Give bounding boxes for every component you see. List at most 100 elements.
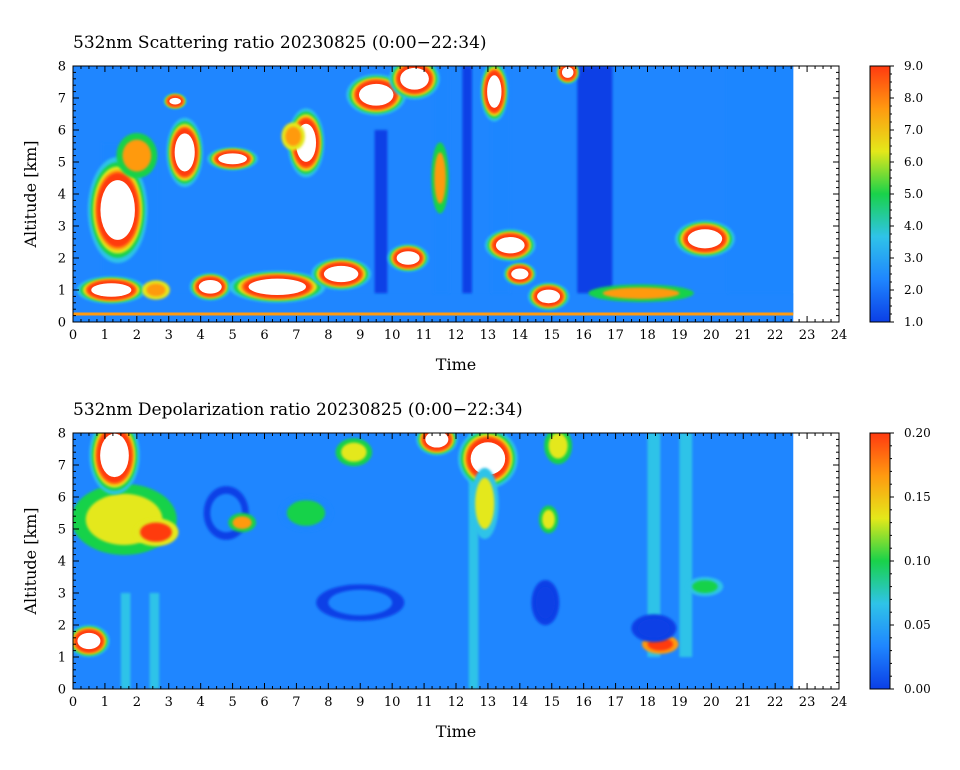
- y-tick-label: 3: [58, 587, 66, 602]
- panel-1-x-label: Time: [436, 355, 476, 374]
- colorbar-tick-label: 5.0: [904, 187, 923, 201]
- y-tick-label: 1: [58, 284, 66, 299]
- x-tick-label: 5: [228, 695, 236, 710]
- x-tick-label: 20: [703, 328, 720, 343]
- heatmap-column-2: [374, 130, 388, 294]
- y-tick-label: 7: [58, 92, 66, 107]
- y-tick-label: 8: [58, 427, 66, 442]
- heatmap-feature-1: [140, 522, 172, 542]
- panel-1-colorbar: 1.0 2.0 3.0 4.0 5.0 6.0 7.0 8.0 9.0: [869, 59, 923, 329]
- x-tick-label: 19: [671, 695, 688, 710]
- colorbar-tick-label: 0.05: [904, 618, 931, 632]
- heatmap-feature-11: [400, 67, 429, 90]
- x-tick-label: 7: [292, 328, 300, 343]
- y-tick-label: 2: [58, 619, 66, 634]
- x-tick-label: 18: [639, 328, 656, 343]
- heatmap-feature-3: [77, 632, 101, 650]
- panel-2-heatmap: [73, 433, 794, 689]
- x-tick-label: 13: [480, 328, 497, 343]
- panel-1-heatmap: [73, 66, 794, 322]
- x-tick-label: 2: [133, 328, 141, 343]
- colorbar-tick-label: 0.10: [904, 554, 931, 568]
- x-tick-label: 3: [165, 328, 173, 343]
- x-tick-label: 24: [831, 695, 848, 710]
- x-tick-label: 0: [69, 328, 77, 343]
- colorbar-tick-label: 2.0: [904, 283, 923, 297]
- heatmap-feature-7: [248, 278, 306, 295]
- heatmap-feature-3: [91, 283, 132, 297]
- heatmap-feature-17: [548, 433, 568, 459]
- heatmap-feature-6: [218, 153, 247, 165]
- x-tick-label: 16: [575, 328, 592, 343]
- y-tick-label: 5: [58, 156, 66, 171]
- x-tick-label: 23: [799, 328, 816, 343]
- heatmap-feature-10: [475, 477, 495, 529]
- heatmap-feature-14: [637, 618, 670, 638]
- panel-2-colorbar: 0.00 0.05 0.10 0.15 0.20: [869, 426, 931, 696]
- panel-1-y-axis: 0 1 2 3 4 5 6 7 8: [58, 60, 839, 331]
- heatmap-feature-13: [487, 75, 502, 108]
- y-tick-label: 4: [58, 188, 66, 203]
- heatmap-column-1: [647, 433, 661, 657]
- heatmap-feature-5: [232, 516, 252, 529]
- x-tick-label: 13: [480, 695, 497, 710]
- x-tick-label: 17: [607, 328, 624, 343]
- heatmap-column-4: [727, 66, 794, 294]
- y-tick-label: 0: [58, 683, 66, 698]
- heatmap-feature-22: [561, 66, 574, 78]
- x-tick-label: 24: [831, 328, 848, 343]
- heatmap-feature-8: [425, 433, 449, 448]
- x-tick-label: 9: [356, 328, 364, 343]
- heatmap-column-4: [149, 593, 160, 689]
- heatmap-feature-17: [602, 287, 680, 299]
- x-tick-label: 2: [133, 695, 141, 710]
- y-tick-label: 2: [58, 252, 66, 267]
- heatmap-feature-16: [537, 289, 561, 304]
- x-tick-label: 22: [767, 695, 784, 710]
- heatmap-column-0: [468, 433, 479, 689]
- heatmap-feature-4: [146, 283, 166, 297]
- colorbar-tick-label: 0.15: [904, 490, 931, 504]
- panel-1-y-label: Altitude [km]: [21, 140, 40, 248]
- heatmap-feature-6: [286, 500, 326, 526]
- y-tick-label: 1: [58, 651, 66, 666]
- heatmap-feature-9: [470, 442, 506, 475]
- heatmap-feature-2: [174, 133, 195, 172]
- panel-2-x-axis: 0 1 2 3 4 5 6 7 8 9 10 11 12 13 14 15 16 17 18 19 20 21 22 23 24: [69, 433, 847, 710]
- colorbar-tick-label: 4.0: [904, 219, 923, 233]
- y-tick-label: 3: [58, 220, 66, 235]
- x-tick-label: 11: [416, 328, 433, 343]
- x-tick-label: 0: [69, 695, 77, 710]
- heatmap-column-2: [679, 433, 693, 657]
- heatmap-feature-19: [396, 251, 420, 265]
- x-tick-label: 1: [101, 695, 109, 710]
- x-tick-label: 7: [292, 695, 300, 710]
- heatmap-feature-15: [692, 580, 718, 593]
- colorbar-tick-label: 3.0: [904, 251, 923, 265]
- colorbar-gradient: [869, 65, 891, 323]
- heatmap-feature-1: [122, 139, 152, 172]
- heatmap-feature-9: [323, 265, 359, 283]
- heatmap-feature-21: [285, 126, 302, 146]
- panel-2-y-axis: 0 1 2 3 4 5 6 7 8: [58, 427, 839, 698]
- y-tick-label: 8: [58, 60, 66, 75]
- heatmap-feature-0: [100, 180, 135, 240]
- x-tick-label: 4: [197, 695, 205, 710]
- x-tick-label: 1: [101, 328, 109, 343]
- x-tick-label: 6: [260, 695, 268, 710]
- x-tick-label: 19: [671, 328, 688, 343]
- x-tick-label: 21: [735, 328, 752, 343]
- x-tick-label: 23: [799, 695, 816, 710]
- x-tick-label: 20: [703, 695, 720, 710]
- x-tick-label: 15: [543, 695, 560, 710]
- x-tick-label: 10: [384, 695, 401, 710]
- y-tick-label: 5: [58, 523, 66, 538]
- x-tick-label: 8: [324, 695, 332, 710]
- heatmap-feature-12: [542, 509, 555, 529]
- heatmap-feature-18: [687, 229, 723, 249]
- x-tick-label: 18: [639, 695, 656, 710]
- colorbar-tick-label: 1.0: [904, 315, 923, 329]
- x-tick-label: 5: [228, 328, 236, 343]
- heatmap-feature-11: [535, 586, 555, 619]
